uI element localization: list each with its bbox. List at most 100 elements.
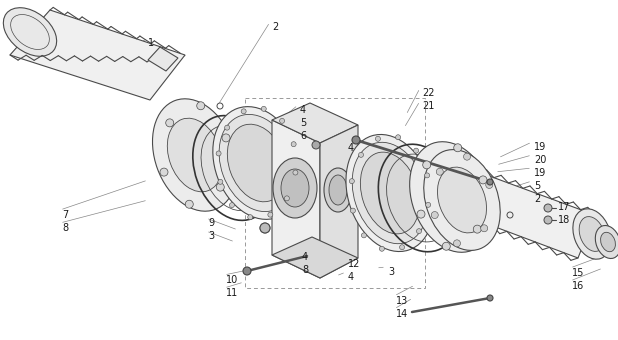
Text: 1: 1 — [148, 38, 154, 48]
Circle shape — [473, 225, 481, 233]
Ellipse shape — [329, 175, 347, 205]
Text: 2: 2 — [534, 194, 540, 204]
Circle shape — [544, 216, 552, 224]
Text: 8: 8 — [62, 223, 68, 233]
Ellipse shape — [360, 152, 420, 234]
Circle shape — [197, 102, 205, 110]
Text: 6: 6 — [300, 131, 306, 141]
Text: 12: 12 — [348, 259, 360, 269]
Circle shape — [417, 228, 421, 234]
Circle shape — [454, 240, 460, 247]
Circle shape — [279, 118, 284, 123]
Circle shape — [423, 161, 431, 169]
Circle shape — [487, 295, 493, 301]
Ellipse shape — [3, 8, 57, 56]
Circle shape — [413, 148, 418, 153]
Ellipse shape — [573, 209, 611, 259]
Circle shape — [222, 134, 230, 142]
Circle shape — [442, 242, 451, 250]
Circle shape — [224, 125, 230, 130]
Circle shape — [544, 204, 552, 212]
Ellipse shape — [324, 168, 352, 212]
Text: 2: 2 — [272, 22, 278, 32]
Text: 4: 4 — [302, 252, 308, 262]
Text: 22: 22 — [422, 88, 434, 98]
Circle shape — [487, 179, 493, 185]
Polygon shape — [450, 167, 595, 258]
Polygon shape — [148, 47, 178, 71]
Text: 19: 19 — [534, 168, 546, 178]
Ellipse shape — [346, 135, 434, 252]
Circle shape — [268, 212, 273, 217]
Circle shape — [293, 170, 298, 175]
Circle shape — [358, 152, 363, 157]
Text: 13: 13 — [396, 296, 408, 306]
Text: 16: 16 — [572, 281, 584, 291]
Circle shape — [362, 233, 366, 238]
Circle shape — [396, 135, 400, 140]
Text: 9: 9 — [208, 218, 214, 228]
Ellipse shape — [424, 150, 500, 250]
Circle shape — [417, 210, 425, 218]
Text: 4: 4 — [300, 105, 306, 115]
Circle shape — [350, 208, 355, 213]
Text: 21: 21 — [422, 101, 434, 111]
Circle shape — [379, 246, 384, 251]
Circle shape — [160, 168, 168, 176]
Text: 3: 3 — [388, 267, 394, 277]
Text: 17: 17 — [558, 202, 570, 212]
Circle shape — [464, 153, 470, 160]
Circle shape — [431, 211, 438, 219]
Polygon shape — [272, 237, 358, 278]
Circle shape — [436, 168, 443, 175]
Ellipse shape — [601, 232, 616, 252]
Ellipse shape — [167, 118, 222, 192]
Ellipse shape — [219, 115, 295, 211]
Circle shape — [349, 178, 354, 184]
Circle shape — [486, 182, 493, 188]
Text: 4: 4 — [348, 143, 354, 153]
Circle shape — [216, 183, 224, 191]
Ellipse shape — [579, 217, 605, 251]
Polygon shape — [272, 120, 320, 278]
Circle shape — [216, 151, 221, 156]
Text: 10: 10 — [226, 275, 239, 285]
Text: 5: 5 — [300, 118, 307, 128]
Ellipse shape — [213, 107, 301, 219]
Text: 20: 20 — [534, 155, 546, 165]
Circle shape — [261, 106, 266, 111]
Circle shape — [400, 245, 405, 250]
Ellipse shape — [595, 225, 618, 258]
Ellipse shape — [273, 158, 317, 218]
Circle shape — [260, 223, 270, 233]
Circle shape — [241, 109, 246, 114]
Circle shape — [248, 215, 253, 220]
Text: 3: 3 — [208, 231, 214, 241]
Polygon shape — [320, 125, 358, 278]
Text: 19: 19 — [534, 142, 546, 152]
Circle shape — [291, 142, 296, 147]
Circle shape — [185, 200, 193, 208]
Circle shape — [166, 119, 174, 127]
Polygon shape — [10, 10, 185, 100]
Ellipse shape — [410, 142, 494, 252]
Text: 18: 18 — [558, 215, 570, 225]
Circle shape — [376, 136, 381, 141]
Text: 7: 7 — [62, 210, 68, 220]
Circle shape — [229, 203, 234, 208]
Circle shape — [284, 196, 289, 201]
Circle shape — [481, 225, 488, 232]
Text: 15: 15 — [572, 268, 585, 278]
Ellipse shape — [227, 124, 287, 202]
Ellipse shape — [438, 167, 486, 233]
Circle shape — [479, 176, 487, 184]
Bar — [245, 98, 425, 288]
Circle shape — [243, 267, 251, 275]
Ellipse shape — [153, 99, 237, 211]
Circle shape — [454, 144, 462, 152]
Text: 8: 8 — [302, 265, 308, 275]
Circle shape — [312, 141, 320, 149]
Text: 14: 14 — [396, 309, 408, 319]
Ellipse shape — [425, 160, 480, 234]
Text: 5: 5 — [534, 181, 540, 191]
